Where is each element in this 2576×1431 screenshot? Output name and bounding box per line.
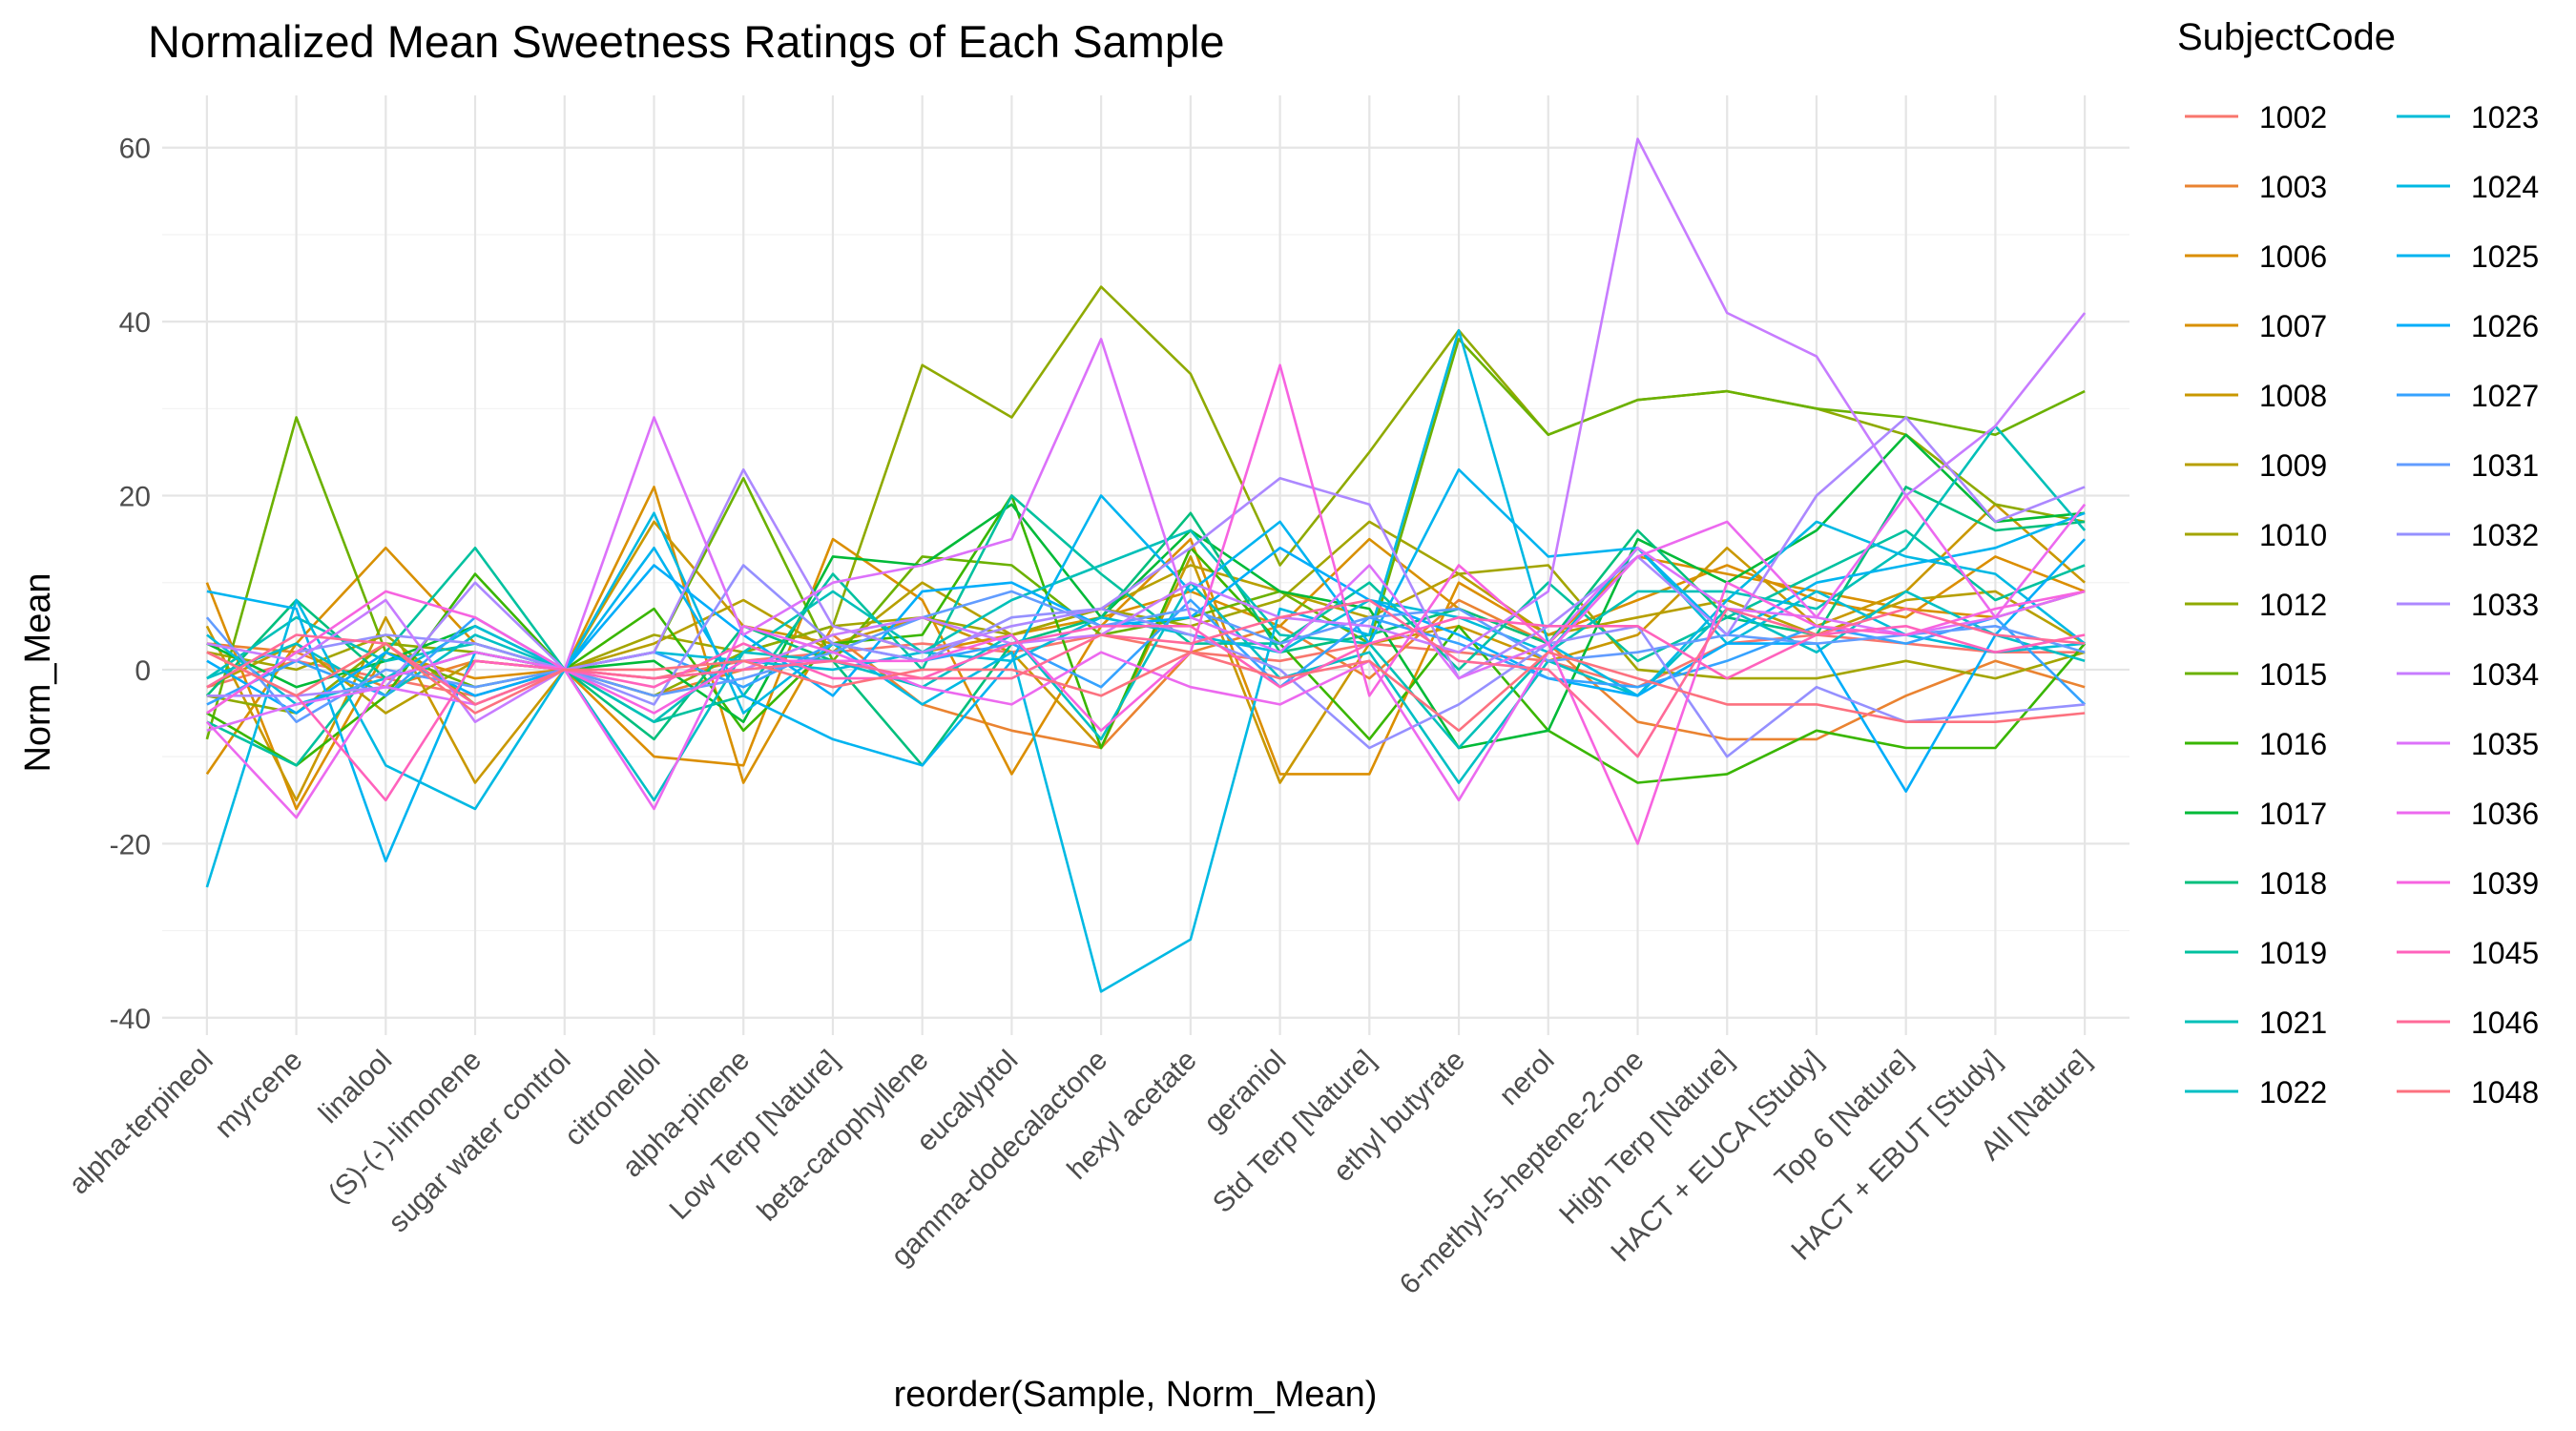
series-line-1032 [206, 564, 2086, 758]
y-tick-label: 40 [119, 307, 151, 339]
legend-item-1018: 1018 [2185, 866, 2327, 901]
legend-item-1035: 1035 [2397, 727, 2539, 761]
legend-item-1031: 1031 [2397, 448, 2539, 483]
series-line-1008 [205, 503, 2086, 802]
series-line-1031 [205, 590, 2086, 724]
y-tick-label: -40 [110, 1004, 151, 1035]
legend-label: 1045 [2471, 936, 2539, 970]
legend-label: 1003 [2259, 170, 2327, 204]
y-axis-label: Norm_Mean [18, 572, 58, 772]
x-axis-label: reorder(Sample, Norm_Mean) [894, 1375, 1378, 1415]
legend-label: 1007 [2259, 309, 2327, 343]
legend-label: 1025 [2471, 239, 2539, 274]
legend-item-1010: 1010 [2185, 518, 2327, 552]
legend-item-1021: 1021 [2185, 1006, 2327, 1040]
legend-label: 1002 [2259, 100, 2327, 135]
series-line-1046 [206, 598, 2086, 758]
legend-item-1003: 1003 [2185, 170, 2327, 204]
legend-item-1008: 1008 [2185, 379, 2327, 413]
legend-item-1015: 1015 [2185, 657, 2327, 692]
legend-label: 1033 [2471, 588, 2539, 622]
legend-item-1026: 1026 [2397, 309, 2539, 343]
legend-item-1016: 1016 [2185, 727, 2327, 761]
legend-item-1045: 1045 [2397, 936, 2539, 970]
y-tick-label: 60 [119, 134, 151, 165]
series-line-1022 [206, 581, 2086, 802]
legend-item-1048: 1048 [2397, 1075, 2539, 1110]
legend-label: 1010 [2259, 518, 2327, 552]
legend-label: 1046 [2471, 1006, 2539, 1040]
legend-title: SubjectCode [2177, 16, 2396, 58]
y-tick-label: 0 [135, 655, 151, 687]
legend-label: 1027 [2471, 379, 2539, 413]
legend-label: 1023 [2471, 100, 2539, 135]
legend-item-1025: 1025 [2397, 239, 2539, 274]
legend-label: 1019 [2259, 936, 2327, 970]
legend-label: 1016 [2259, 727, 2327, 761]
legend-label: 1012 [2259, 588, 2327, 622]
y-tick-label: -20 [110, 829, 151, 861]
chart-title: Normalized Mean Sweetness Ratings of Eac… [148, 16, 1225, 67]
legend-item-1046: 1046 [2397, 1006, 2539, 1040]
legend-label: 1017 [2259, 797, 2327, 831]
series-line-1016 [206, 494, 2087, 784]
series-line-1024 [205, 328, 2086, 993]
legend-label: 1032 [2471, 518, 2539, 552]
legend-item-1034: 1034 [2397, 657, 2539, 692]
legend-item-1009: 1009 [2185, 448, 2327, 483]
legend-label: 1039 [2471, 866, 2539, 901]
legend-label: 1008 [2259, 379, 2327, 413]
series-line-1045 [206, 615, 2086, 802]
legend-item-1007: 1007 [2185, 309, 2327, 343]
legend-item-1006: 1006 [2185, 239, 2327, 274]
y-tick-label: 20 [119, 482, 151, 513]
legend-label: 1031 [2471, 448, 2539, 483]
legend-label: 1018 [2259, 866, 2327, 901]
legend-label: 1048 [2471, 1075, 2539, 1110]
legend-label: 1006 [2259, 239, 2327, 274]
legend-label: 1035 [2471, 727, 2539, 761]
y-axis: -40 -20 0 20 40 60 [110, 134, 151, 1035]
legend-label: 1036 [2471, 797, 2539, 831]
legend-item-1033: 1033 [2397, 588, 2539, 622]
legend-label: 1022 [2259, 1075, 2327, 1110]
legend-item-1032: 1032 [2397, 518, 2539, 552]
legend-label: 1026 [2471, 309, 2539, 343]
legend-item-1019: 1019 [2185, 936, 2327, 970]
series-line-1036 [205, 494, 2087, 819]
legend-label: 1024 [2471, 170, 2539, 204]
legend-label: 1015 [2259, 657, 2327, 692]
series-line-1039 [206, 363, 2086, 845]
legend-item-1012: 1012 [2185, 588, 2327, 622]
legend-label: 1034 [2471, 657, 2539, 692]
series-line-1034 [206, 137, 2087, 724]
series-line-1048 [206, 642, 2086, 733]
legend: 1002 1003 1006 1007 1008 1009 1010 1012 1015 1016… [2185, 100, 2539, 1110]
legend-item-1002: 1002 [2185, 100, 2327, 135]
legend-label: 1021 [2259, 1006, 2327, 1040]
series-line-1033 [206, 416, 2086, 697]
legend-item-1036: 1036 [2397, 797, 2539, 831]
legend-item-1022: 1022 [2185, 1075, 2327, 1110]
legend-item-1027: 1027 [2397, 379, 2539, 413]
legend-item-1023: 1023 [2397, 100, 2539, 135]
legend-item-1017: 1017 [2185, 797, 2327, 831]
series-lines [205, 137, 2087, 993]
legend-item-1024: 1024 [2397, 170, 2539, 204]
legend-item-1039: 1039 [2397, 866, 2539, 901]
legend-label: 1009 [2259, 448, 2327, 483]
